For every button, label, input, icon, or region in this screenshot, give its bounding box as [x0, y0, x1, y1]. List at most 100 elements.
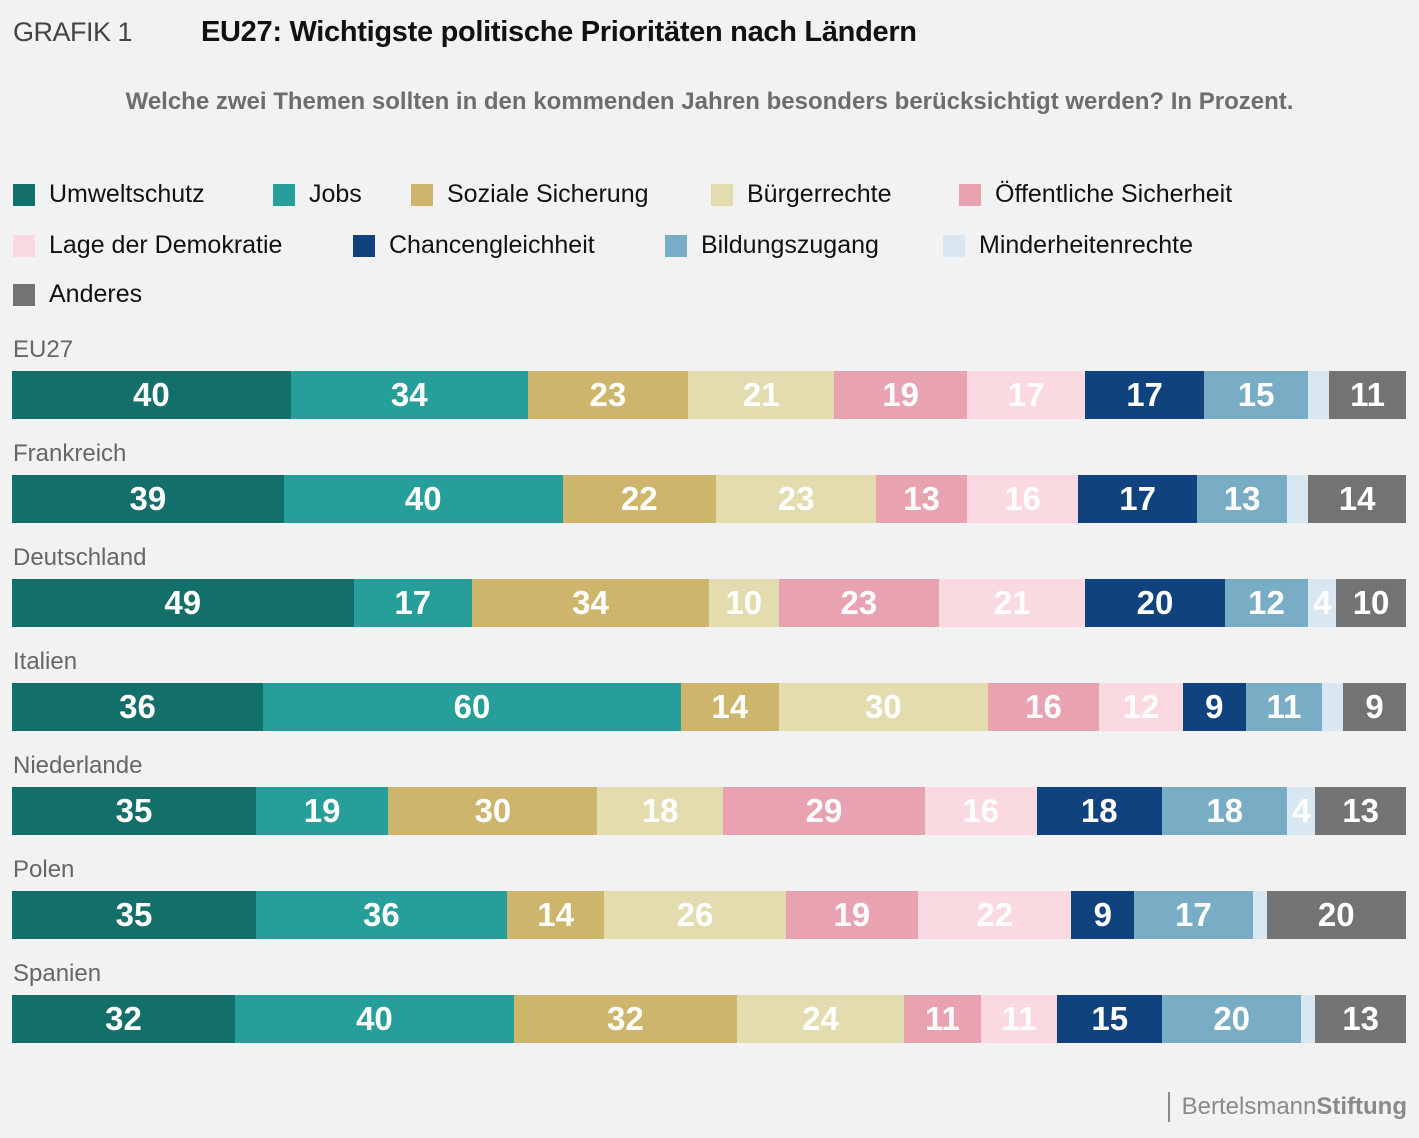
- bar-segment-umweltschutz: 49: [12, 579, 354, 627]
- bar-segment-chancengleichheit: 9: [1071, 891, 1135, 939]
- data-label: 23: [840, 584, 878, 621]
- data-label: 30: [864, 688, 902, 725]
- data-label: 11: [1350, 376, 1386, 413]
- data-label: 16: [1025, 688, 1062, 725]
- bar-segment-bildungszugang: 18: [1162, 787, 1288, 835]
- bar-row-eu27: 40 34 23 21 19 17 17 15 11: [12, 371, 1406, 419]
- legend-label: Chancengleichheit: [389, 231, 595, 259]
- bar-segment-minderheitenrechte: [1308, 371, 1330, 419]
- bar-segment-chancengleichheit: 9: [1182, 683, 1246, 731]
- legend-item-soziale-sicherung: Soziale Sicherung: [411, 180, 649, 209]
- bar-segment-burgerrechte: 26: [604, 891, 786, 939]
- bar-segment-soziale-sicherung: 14: [506, 891, 605, 939]
- row-label-italien: Italien: [13, 648, 78, 675]
- bar-segment-burgerrechte: 23: [715, 475, 877, 523]
- bar-segment-jobs: 40: [283, 475, 563, 523]
- bar-segment-soziale-sicherung: 34: [472, 579, 709, 627]
- data-label: 35: [115, 896, 153, 933]
- legend-item-burgerrechte: Bürgerrechte: [711, 180, 892, 209]
- data-label: 14: [711, 688, 749, 725]
- data-label: 11: [1001, 1000, 1037, 1037]
- bar-segment-jobs: 17: [353, 579, 472, 627]
- data-label: 12: [1248, 584, 1285, 621]
- data-label: 35: [115, 792, 153, 829]
- data-label: 4: [1292, 792, 1311, 829]
- brand-name-light: Bertelsmann: [1181, 1093, 1317, 1120]
- brand-name-bold: Stiftung: [1316, 1093, 1407, 1120]
- legend-swatch: [13, 183, 35, 206]
- bar-segment-soziale-sicherung: 32: [513, 995, 737, 1043]
- bar-segment-anderes: 13: [1315, 995, 1406, 1043]
- data-label: 34: [390, 376, 428, 413]
- data-label: 19: [303, 792, 341, 829]
- data-label: 9: [1093, 896, 1112, 933]
- bar-segment-anderes: 14: [1308, 475, 1406, 523]
- bar-segment-offentliche-sicherheit: 19: [834, 371, 967, 419]
- data-label: 9: [1365, 688, 1384, 725]
- bar-segment-anderes: 10: [1336, 579, 1406, 627]
- data-label: 29: [805, 792, 843, 829]
- legend-item-minderheitenrechte: Minderheitenrechte: [943, 231, 1193, 260]
- data-label: 18: [1206, 792, 1244, 829]
- bar-segment-jobs: 34: [290, 371, 528, 419]
- data-label: 4: [1313, 584, 1332, 621]
- legend-swatch: [411, 183, 433, 206]
- legend-label: Öffentliche Sicherheit: [995, 180, 1233, 208]
- data-label: 26: [676, 896, 714, 933]
- bar-segment-anderes: 20: [1266, 891, 1406, 939]
- data-label: 60: [453, 688, 491, 725]
- bar-row-italien: 36 60 14 30 16 12 9 11 9: [12, 683, 1406, 731]
- legend-item-lage-der-demokratie: Lage der Demokratie: [13, 231, 282, 260]
- data-label: 36: [363, 896, 400, 933]
- data-label: 17: [394, 584, 432, 621]
- legend-label: Bildungszugang: [701, 231, 879, 259]
- bar-segment-lage-der-demokratie: 16: [925, 787, 1037, 835]
- data-label: 13: [1342, 1000, 1379, 1037]
- legend-item-bildungszugang: Bildungszugang: [665, 231, 879, 260]
- bar-segment-anderes: 13: [1315, 787, 1406, 835]
- data-label: 20: [1136, 584, 1174, 621]
- bar-segment-offentliche-sicherheit: 23: [778, 579, 939, 627]
- data-label: 20: [1213, 1000, 1251, 1037]
- data-label: 17: [1174, 896, 1212, 933]
- bar-segment-bildungszugang: 11: [1245, 683, 1323, 731]
- bar-segment-burgerrechte: 21: [688, 371, 835, 419]
- bar-segment-umweltschutz: 35: [12, 891, 256, 939]
- bar-segment-offentliche-sicherheit: 13: [876, 475, 967, 523]
- bar-segment-bildungszugang: 12: [1224, 579, 1309, 627]
- bar-segment-soziale-sicherung: 30: [388, 787, 598, 835]
- data-label: 22: [976, 896, 1014, 933]
- chart-subtitle: Welche zwei Themen sollten in den kommen…: [125, 88, 1294, 115]
- data-label: 13: [903, 480, 940, 517]
- chart-header: GRAFIK 1 EU27: Wichtigste politische Pri…: [13, 12, 917, 52]
- data-label: 15: [1237, 376, 1275, 413]
- data-label: 21: [742, 376, 780, 413]
- legend-item-offentliche-sicherheit: Öffentliche Sicherheit: [959, 180, 1232, 209]
- row-label-niederlande: Niederlande: [13, 752, 143, 779]
- bar-segment-minderheitenrechte: [1301, 995, 1316, 1043]
- data-label: 36: [119, 688, 156, 725]
- bar-segment-soziale-sicherung: 22: [562, 475, 716, 523]
- footer-logo: Bertelsmann Stiftung: [1167, 1092, 1407, 1122]
- bar-segment-jobs: 19: [255, 787, 389, 835]
- legend-swatch: [665, 234, 687, 257]
- data-label: 9: [1205, 688, 1224, 725]
- data-label: 32: [105, 1000, 142, 1037]
- data-label: 23: [777, 480, 815, 517]
- data-label: 11: [1266, 688, 1302, 725]
- bar-segment-lage-der-demokratie: 17: [966, 371, 1086, 419]
- bar-segment-anderes: 9: [1343, 683, 1406, 731]
- data-label: 23: [589, 376, 627, 413]
- data-label: 21: [993, 584, 1031, 621]
- logo-divider: [1167, 1092, 1170, 1122]
- data-label: 13: [1223, 480, 1261, 517]
- data-label: 10: [725, 584, 763, 621]
- row-label-spanien: Spanien: [13, 960, 102, 987]
- legend-label: Jobs: [309, 180, 362, 208]
- data-label: 34: [572, 584, 609, 621]
- bar-segment-anderes: 11: [1329, 371, 1406, 419]
- legend-item-umweltschutz: Umweltschutz: [13, 180, 205, 209]
- bar-segment-chancengleichheit: 17: [1085, 371, 1204, 419]
- bar-segment-soziale-sicherung: 23: [527, 371, 689, 419]
- data-label: 16: [1004, 480, 1041, 517]
